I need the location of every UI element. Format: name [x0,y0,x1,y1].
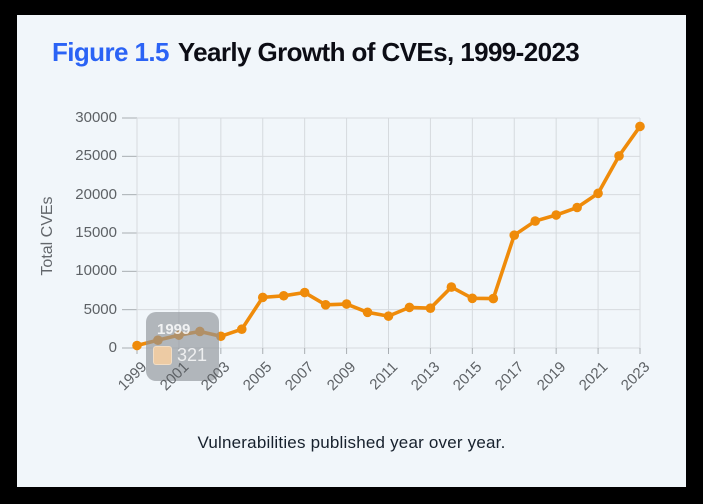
x-axis-tick-label: 2021 [575,358,612,395]
cve-growth-chart[interactable]: Total CVEs 1999 321 0 5000 10000 15000 20000… [17,15,686,487]
y-axis-tick-label: 10000 [75,262,117,280]
data-point[interactable] [404,302,415,313]
content-panel: Figure 1.5 Yearly Growth of CVEs, 1999-20… [17,15,686,487]
data-point[interactable] [383,311,394,321]
tooltip-value: 321 [177,345,208,365]
figure-label: Figure 1.5 [52,37,169,67]
data-point[interactable] [320,300,331,310]
data-point[interactable] [236,324,247,335]
x-axis-tick-label: 2017 [491,358,528,395]
x-axis-tick-label: 2009 [323,358,360,395]
data-point[interactable] [551,210,561,220]
x-axis-tick-label: 1999 [114,358,151,395]
data-point[interactable] [467,293,478,304]
data-point[interactable] [425,303,436,314]
y-axis-tick-label: 5000 [83,300,117,318]
tooltip: 1999 321 [146,312,219,381]
y-axis-tick-label: 0 [108,339,117,356]
data-point[interactable] [593,188,603,199]
data-point[interactable] [530,216,541,226]
data-point[interactable] [572,202,582,213]
y-axis-tick-label: 15000 [75,224,117,241]
tooltip-row: 321 [153,345,219,366]
figure-title-text: Yearly Growth of CVEs, 1999-2023 [177,37,580,67]
data-point[interactable] [509,230,520,240]
x-axis-tick-label: 2007 [282,358,318,395]
data-point[interactable] [362,307,373,318]
data-point[interactable] [257,292,268,303]
y-axis-tick-label: 30000 [75,109,117,126]
x-axis-tick-label: 2015 [449,358,486,395]
tooltip-title: 1999 [157,321,191,338]
x-axis-tick-label: 2005 [240,358,276,395]
data-point[interactable] [446,282,457,292]
x-axis-tick-label: 2013 [407,358,444,395]
plot-area[interactable] [122,117,645,354]
x-axis-tick-label: 2011 [366,358,402,394]
y-axis-tick-label: 25000 [75,147,117,165]
data-point[interactable] [488,293,499,304]
tooltip-series-swatch [153,346,172,365]
x-axis-tick-label: 2019 [533,358,570,395]
figure-title: Figure 1.5 Yearly Growth of CVEs, 1999-20… [52,37,580,68]
x-axis-tick-label: 2023 [617,358,654,395]
data-point[interactable] [132,340,142,351]
data-point[interactable] [614,151,624,161]
data-point[interactable] [635,121,645,132]
y-axis-tick-label: 20000 [75,185,117,203]
data-point[interactable] [299,287,310,298]
data-point[interactable] [278,290,289,301]
caption: Vulnerabilities published year over year… [197,433,506,452]
data-point[interactable] [341,299,352,309]
